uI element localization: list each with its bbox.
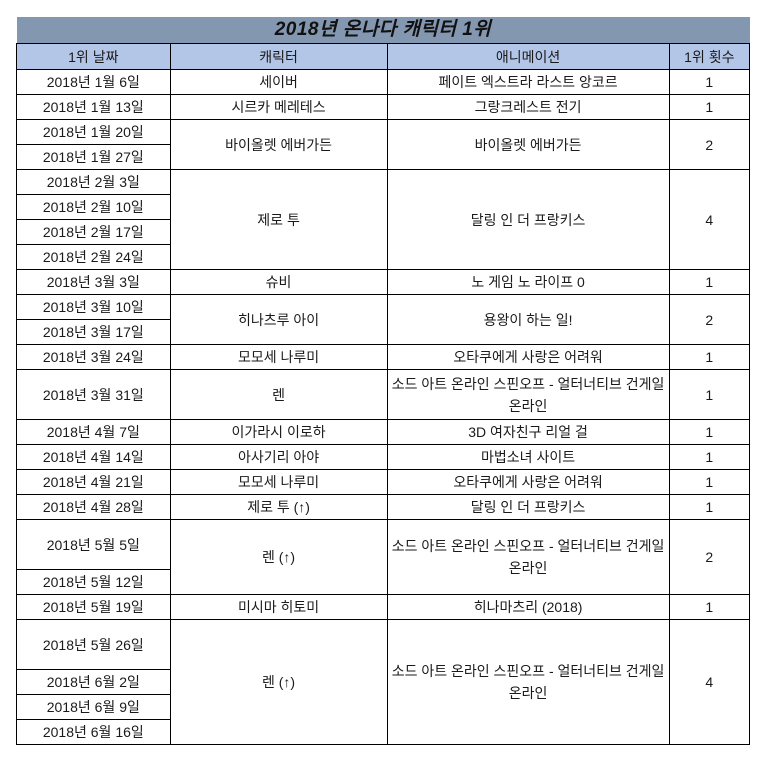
table-row: 2018년 6월 2일	[16, 669, 750, 695]
date-cell: 2018년 1월 6일	[16, 69, 171, 95]
anime-cell: 3D 여자친구 리얼 걸	[386, 419, 670, 445]
count-cell: 1	[668, 444, 751, 470]
table-row: 2018년 1월 27일	[16, 144, 750, 170]
table-row: 2018년 5월 19일 미시마 히토미 히나마츠리 (2018) 1	[16, 594, 751, 620]
character-cell: 시르카 메레테스	[169, 94, 388, 120]
count-cell: 4	[668, 619, 751, 745]
date-cell: 2018년 3월 3일	[16, 269, 171, 295]
count-cell: 1	[668, 369, 751, 420]
date-cell: 2018년 3월 24일	[16, 344, 171, 370]
character-cell: 모모세 나루미	[169, 469, 388, 495]
anime-cell: 노 게임 노 라이프 0	[386, 269, 670, 295]
character-cell: 이가라시 이로하	[169, 419, 388, 445]
date-cell: 2018년 3월 10일	[16, 294, 171, 320]
table-row: 2018년 4월 14일 아사기리 아야 마법소녀 사이트 1	[16, 444, 751, 470]
anime-cell: 용왕이 하는 일!	[386, 294, 670, 345]
ranking-table: 2018년 온나다 캐릭터 1위 1위 날짜 캐릭터 애니메이션 1위 횟수 2…	[16, 17, 751, 745]
date-cell: 2018년 1월 20일	[16, 119, 171, 145]
header-date: 1위 날짜	[16, 43, 171, 70]
table-row: 2018년 3월 31일 렌 소드 아트 온라인 스핀오프 - 얼터너티브 건게일 …	[16, 369, 751, 420]
table-row: 2018년 1월 20일 바이올렛 에버가든 바이올렛 에버가든 2	[16, 119, 751, 170]
anime-cell: 마법소녀 사이트	[386, 444, 670, 470]
character-cell: 미시마 히토미	[169, 594, 388, 620]
date-cell: 2018년 5월 26일	[16, 619, 171, 670]
anime-cell: 달링 인 더 프랑키스	[386, 169, 670, 270]
count-cell: 1	[668, 594, 751, 620]
anime-cell: 페이트 엑스트라 라스트 앙코르	[386, 69, 670, 95]
anime-cell: 바이올렛 에버가든	[386, 119, 670, 170]
date-cell: 2018년 4월 7일	[16, 419, 171, 445]
table-row: 2018년 5월 12일	[16, 569, 750, 595]
count-cell: 1	[668, 469, 751, 495]
table-row: 2018년 5월 5일 렌 (↑) 소드 아트 온라인 스핀오프 - 얼터너티브 건…	[16, 519, 751, 595]
table-row: 2018년 3월 24일 모모세 나루미 오타쿠에게 사랑은 어려워 1	[16, 344, 751, 370]
count-cell: 1	[668, 269, 751, 295]
date-cell: 2018년 4월 14일	[16, 444, 171, 470]
table-row: 2018년 3월 17일	[16, 319, 750, 345]
date-cell: 2018년 6월 9일	[16, 694, 171, 720]
character-cell: 세이버	[169, 69, 388, 95]
character-cell: 렌	[169, 369, 388, 420]
character-cell: 바이올렛 에버가든	[169, 119, 388, 170]
count-cell: 2	[668, 519, 751, 595]
date-cell: 2018년 1월 27일	[16, 144, 171, 170]
date-cell: 2018년 3월 17일	[16, 319, 171, 345]
date-cell: 2018년 5월 5일	[16, 519, 171, 570]
table-row: 2018년 2월 10일	[16, 194, 750, 220]
count-cell: 1	[668, 494, 751, 520]
table-row: 2018년 6월 9일	[16, 694, 750, 720]
date-cell: 2018년 2월 17일	[16, 219, 171, 245]
character-cell: 제로 투	[169, 169, 388, 270]
date-cell: 2018년 6월 16일	[16, 719, 171, 745]
count-cell: 2	[668, 119, 751, 170]
table-row: 2018년 5월 26일 렌 (↑) 소드 아트 온라인 스핀오프 - 얼터너티브 …	[16, 619, 751, 745]
header-count: 1위 횟수	[668, 43, 751, 70]
count-cell: 1	[668, 69, 751, 95]
table-row: 2018년 3월 10일 히나츠루 아이 용왕이 하는 일! 2	[16, 294, 751, 345]
anime-cell: 소드 아트 온라인 스핀오프 - 얼터너티브 건게일 온라인	[386, 369, 670, 420]
header-character: 캐릭터	[169, 43, 388, 70]
table-row: 2018년 6월 16일	[16, 719, 750, 745]
date-cell: 2018년 4월 28일	[16, 494, 171, 520]
count-cell: 1	[668, 344, 751, 370]
anime-cell: 히나마츠리 (2018)	[386, 594, 670, 620]
count-cell: 2	[668, 294, 751, 345]
anime-cell: 그랑크레스트 전기	[386, 94, 670, 120]
header-anime: 애니메이션	[386, 43, 670, 70]
date-cell: 2018년 2월 24일	[16, 244, 171, 270]
date-cell: 2018년 5월 19일	[16, 594, 171, 620]
character-cell: 제로 투 (↑)	[169, 494, 388, 520]
table-row: 2018년 4월 28일 제로 투 (↑) 달링 인 더 프랑키스 1	[16, 494, 751, 520]
character-cell: 슈비	[169, 269, 388, 295]
character-cell: 히나츠루 아이	[169, 294, 388, 345]
date-cell: 2018년 2월 3일	[16, 169, 171, 195]
character-cell: 모모세 나루미	[169, 344, 388, 370]
date-cell: 2018년 5월 12일	[16, 569, 171, 595]
count-cell: 1	[668, 419, 751, 445]
count-cell: 1	[668, 94, 751, 120]
table-row: 2018년 1월 6일 세이버 페이트 엑스트라 라스트 앙코르 1	[16, 69, 751, 95]
count-cell: 4	[668, 169, 751, 270]
character-cell: 아사기리 아야	[169, 444, 388, 470]
anime-cell: 소드 아트 온라인 스핀오프 - 얼터너티브 건게일 온라인	[386, 619, 670, 745]
table-row: 2018년 1월 13일 시르카 메레테스 그랑크레스트 전기 1	[16, 94, 751, 120]
table-row: 2018년 2월 24일	[16, 244, 750, 270]
date-cell: 2018년 4월 21일	[16, 469, 171, 495]
table-body: 2018년 1월 6일 세이버 페이트 엑스트라 라스트 앙코르 1 2018년 1월 …	[16, 69, 751, 745]
character-cell: 렌 (↑)	[169, 519, 388, 595]
table-row: 2018년 4월 21일 모모세 나루미 오타쿠에게 사랑은 어려워 1	[16, 469, 751, 495]
character-cell: 렌 (↑)	[169, 619, 388, 745]
date-cell: 2018년 2월 10일	[16, 194, 171, 220]
table-title: 2018년 온나다 캐릭터 1위	[16, 17, 750, 44]
anime-cell: 소드 아트 온라인 스핀오프 - 얼터너티브 건게일 온라인	[386, 519, 670, 595]
date-cell: 2018년 3월 31일	[16, 369, 171, 420]
anime-cell: 오타쿠에게 사랑은 어려워	[386, 344, 670, 370]
anime-cell: 달링 인 더 프랑키스	[386, 494, 670, 520]
table-row: 2018년 2월 3일 제로 투 달링 인 더 프랑키스 4	[16, 169, 751, 270]
date-cell: 2018년 1월 13일	[16, 94, 171, 120]
anime-cell: 오타쿠에게 사랑은 어려워	[386, 469, 670, 495]
date-cell: 2018년 6월 2일	[16, 669, 171, 695]
